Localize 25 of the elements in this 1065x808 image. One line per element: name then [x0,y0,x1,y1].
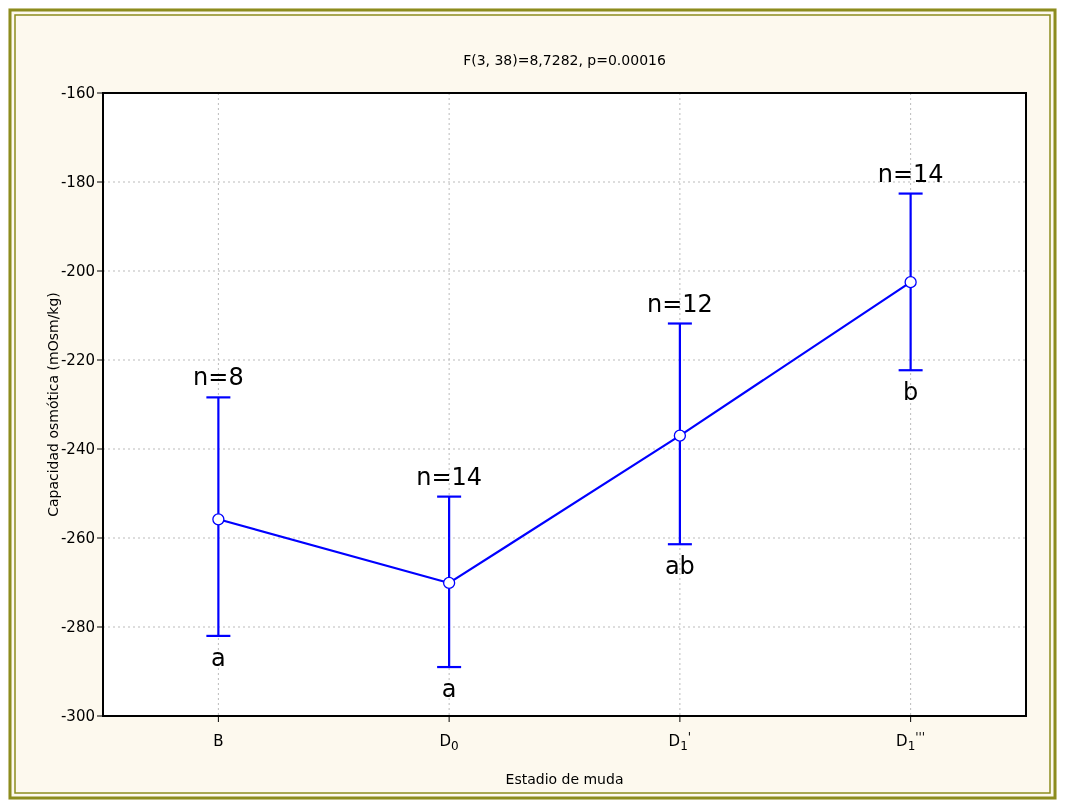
annotation: ab [664,552,695,581]
annotation: a [211,643,226,672]
y-tick-label: -260 [60,529,95,548]
annotation: b [903,378,919,407]
y-tick-label: -280 [60,618,95,637]
x-axis-title: Estadio de muda [505,771,624,787]
annotation: n=12 [646,289,713,318]
y-tick-label: -200 [60,262,95,281]
annotation: n=14 [416,462,483,491]
y-tick-label: -160 [60,84,95,103]
y-tick-label: -180 [60,173,95,192]
point [442,576,456,590]
chart-title: F(3, 38)=8,7282, p=0.00016 [463,52,666,68]
y-tick-label: -240 [60,440,95,459]
point [904,275,917,289]
x-tick-label: B [213,732,224,750]
y-tick-label: -300 [60,707,95,726]
y-axis-title: Capacidad osmótica (mOsm/kg) [45,292,61,517]
x-tick-label: D$_{0}$ [439,732,459,754]
point [673,429,687,442]
annotation: a [441,675,457,704]
annotation: n=14 [877,159,944,188]
annotation: n=8 [193,363,244,392]
point [212,513,225,526]
y-tick-label: -220 [60,351,95,370]
